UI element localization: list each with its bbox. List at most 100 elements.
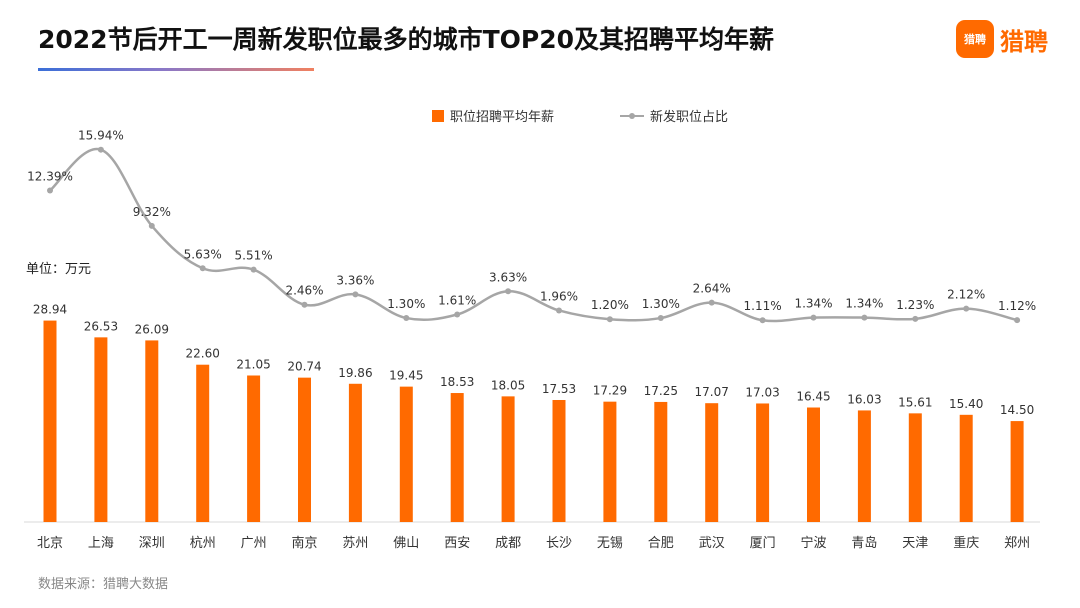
category-label: 重庆 (953, 535, 979, 551)
bar-长沙 (552, 399, 566, 522)
category-label: 合肥 (648, 536, 674, 551)
share-point-苏州 (352, 291, 359, 298)
share-value-label: 1.30% (642, 297, 680, 311)
share-point-杭州 (199, 265, 206, 272)
logo-badge-icon: 猎聘 (956, 20, 994, 58)
bar-value-label: 28.94 (33, 303, 67, 317)
chart-title: 2022节后开工一周新发职位最多的城市TOP20及其招聘平均年薪 (38, 25, 775, 54)
logo-text: 猎聘 (1000, 27, 1048, 56)
bar-厦门 (756, 403, 770, 522)
bar-佛山 (399, 386, 413, 522)
category-label: 南京 (291, 535, 317, 551)
bar-value-label: 26.09 (135, 322, 169, 336)
legend-label-salary: 职位招聘平均年薪 (450, 110, 555, 125)
bar-value-label: 22.60 (186, 347, 220, 361)
share-value-label: 1.61% (438, 293, 476, 307)
category-label: 无锡 (597, 536, 623, 551)
share-value-label: 1.30% (387, 297, 425, 311)
share-value-label: 1.20% (591, 298, 629, 312)
bar-天津 (908, 413, 922, 522)
category-label: 宁波 (800, 535, 826, 551)
bar-value-label: 26.53 (84, 319, 118, 333)
share-value-label: 5.51% (235, 249, 273, 263)
bar-value-label: 17.29 (593, 384, 627, 398)
share-value-label: 2.12% (947, 288, 985, 302)
share-point-郑州 (1014, 317, 1021, 324)
bar-南京 (298, 377, 311, 522)
bar-value-label: 19.45 (389, 369, 423, 383)
bar-西安 (450, 393, 464, 522)
share-line (49, 147, 1018, 323)
bar-value-label: 18.05 (491, 378, 525, 392)
share-point-西安 (454, 311, 461, 318)
share-value-label: 1.11% (744, 299, 782, 313)
category-label: 天津 (902, 536, 928, 551)
category-label: 成都 (495, 536, 521, 551)
share-value-label: 1.12% (998, 299, 1036, 313)
share-point-重庆 (963, 305, 970, 312)
share-value-label: 1.34% (845, 297, 883, 311)
bar-value-label: 14.50 (1000, 403, 1034, 417)
share-value-label: 2.64% (693, 282, 731, 296)
legend-bar-swatch (432, 109, 444, 122)
bar-上海 (94, 337, 108, 522)
category-label: 杭州 (190, 536, 216, 551)
bar-value-label: 17.53 (542, 382, 576, 396)
share-point-深圳 (148, 222, 155, 229)
legend-item-share: 新发职位占比 (620, 106, 728, 125)
legend-line-swatch (620, 112, 644, 119)
legend-label-share: 新发职位占比 (650, 110, 729, 125)
share-value-label: 1.23% (896, 298, 934, 312)
category-label: 北京 (37, 536, 63, 551)
share-point-北京 (47, 187, 53, 194)
category-label: 长沙 (546, 536, 572, 551)
share-value-label: 1.34% (794, 297, 832, 311)
share-value-label: 3.63% (489, 270, 527, 284)
bar-无锡 (603, 401, 617, 522)
category-label: 深圳 (139, 536, 165, 551)
bar-深圳 (145, 340, 159, 522)
share-point-合肥 (657, 315, 664, 322)
bar-广州 (247, 375, 261, 522)
category-label: 武汉 (699, 536, 725, 551)
share-point-成都 (505, 288, 512, 295)
category-label: 西安 (444, 536, 470, 551)
share-value-label: 3.36% (336, 273, 374, 287)
liepin-logo: 猎聘 猎聘 (956, 20, 1048, 58)
share-value-label: 9.32% (133, 205, 171, 219)
bar-value-label: 15.61 (898, 395, 932, 409)
share-point-无锡 (606, 316, 613, 323)
share-value-label: 2.46% (285, 284, 323, 298)
share-point-佛山 (403, 315, 410, 322)
bar-value-label: 18.53 (440, 375, 474, 389)
category-label: 广州 (241, 536, 267, 551)
bar-value-label: 16.03 (847, 392, 881, 406)
bar-合肥 (654, 401, 668, 522)
share-point-厦门 (759, 317, 766, 324)
bar-value-label: 21.05 (236, 357, 270, 371)
category-label: 上海 (88, 536, 114, 551)
category-label: 苏州 (342, 535, 368, 551)
share-point-上海 (97, 146, 104, 153)
bar-value-label: 16.45 (796, 390, 830, 404)
share-point-广州 (250, 266, 257, 273)
bar-青岛 (857, 410, 871, 522)
bar-value-label: 19.86 (338, 366, 372, 380)
share-point-宁波 (810, 314, 817, 321)
share-point-长沙 (556, 307, 562, 314)
share-value-label: 5.63% (184, 247, 222, 261)
chart-legend: 职位招聘平均年薪 新发职位占比 (0, 106, 1080, 126)
bar-北京 (43, 320, 57, 522)
bar-重庆 (959, 414, 973, 522)
share-point-武汉 (708, 299, 715, 306)
category-label: 厦门 (750, 536, 776, 551)
category-label: 郑州 (1004, 536, 1030, 551)
legend-item-salary: 职位招聘平均年薪 (432, 106, 554, 125)
bar-成都 (501, 396, 515, 522)
source-note: 数据来源：猎聘大数据 (38, 577, 169, 592)
bar-value-label: 17.03 (745, 385, 779, 399)
bar-value-label: 17.07 (695, 385, 729, 399)
share-value-label: 1.96% (540, 289, 578, 303)
bar-苏州 (348, 383, 362, 522)
